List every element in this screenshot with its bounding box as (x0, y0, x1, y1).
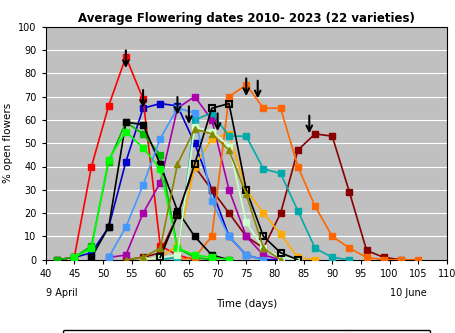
Legend: 2010, 2011, 2012, 2013, 2014, 2015, 2016, 2017, 2018, 2019, 2020, 2021, 2022, 20: 2010, 2011, 2012, 2013, 2014, 2015, 2016… (63, 330, 429, 333)
Text: Time (days): Time (days) (215, 299, 276, 309)
Text: 10 June: 10 June (389, 288, 425, 298)
Text: 9 April: 9 April (46, 288, 77, 298)
Title: Average Flowering dates 2010- 2023 (22 varieties): Average Flowering dates 2010- 2023 (22 v… (78, 12, 414, 25)
Y-axis label: % open flowers: % open flowers (3, 103, 13, 183)
